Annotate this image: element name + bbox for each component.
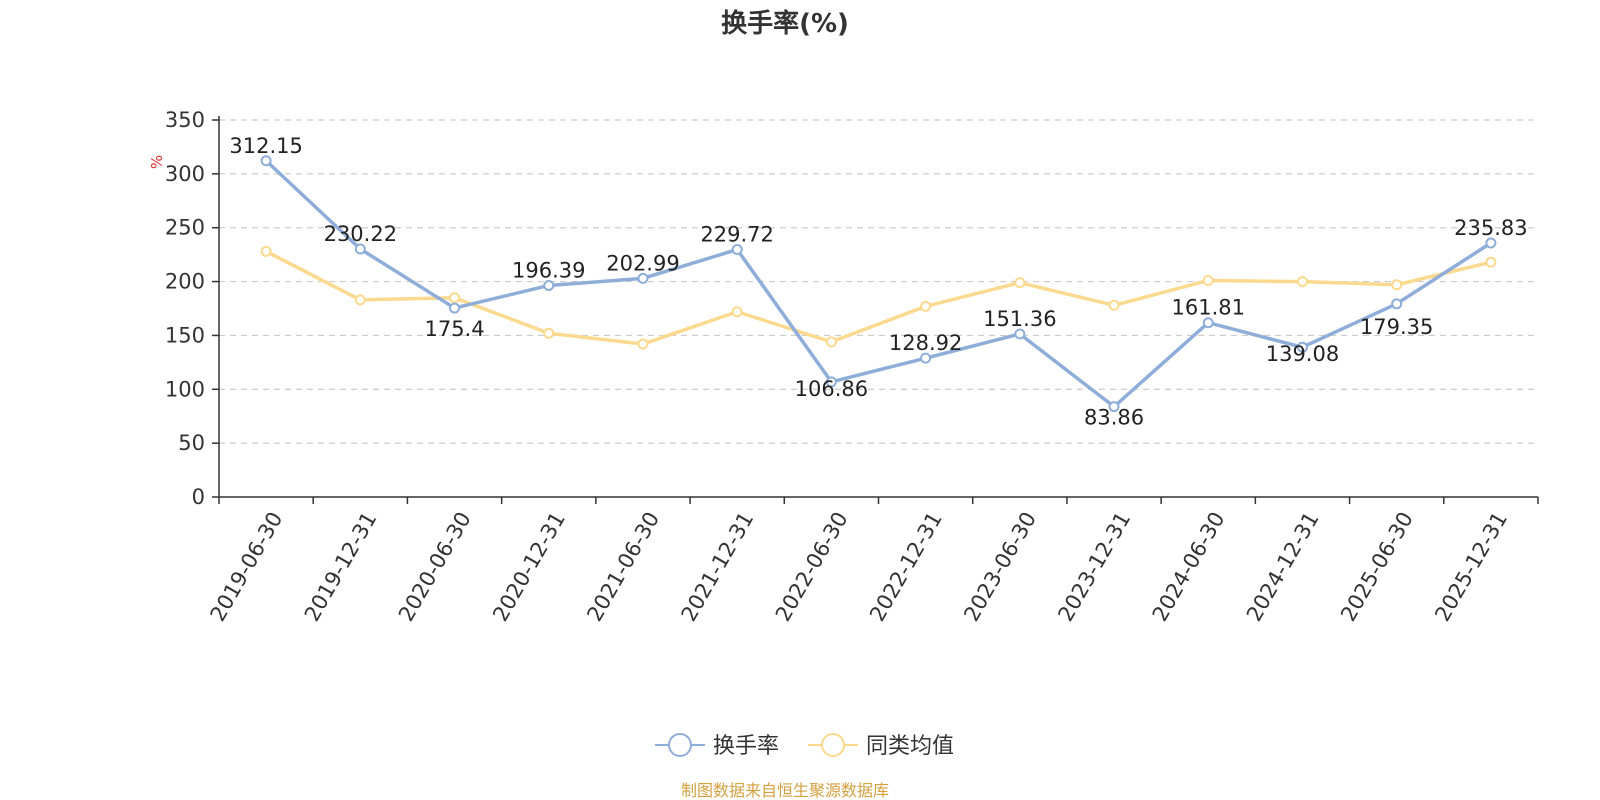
series-0-point[interactable]	[1014, 328, 1026, 340]
series-0-point[interactable]	[449, 302, 461, 314]
data-label: 83.86	[1084, 406, 1144, 430]
series-0-point[interactable]	[260, 155, 272, 167]
legend-label: 换手率	[713, 734, 779, 759]
legend-item-0[interactable]: 换手率	[655, 733, 779, 759]
y-tick-label: 250	[165, 216, 205, 240]
y-tick-label: 0	[192, 485, 205, 509]
x-tick-label: 2022-12-31	[865, 508, 947, 626]
series-0-point[interactable]	[1202, 317, 1214, 329]
x-tick-label: 2024-06-30	[1148, 508, 1230, 626]
data-label: 202.99	[606, 251, 679, 275]
y-tick-label: 350	[165, 108, 205, 132]
legend-item-1[interactable]: 同类均值	[808, 733, 954, 759]
series-0-point[interactable]	[731, 244, 743, 256]
source-note: 制图数据来自恒生聚源数据库	[681, 781, 889, 800]
x-tick-label: 2024-12-31	[1242, 508, 1324, 626]
series-0-point[interactable]	[354, 243, 366, 255]
series-0-point[interactable]	[637, 272, 649, 284]
data-label: 230.22	[324, 222, 397, 246]
y-tick-label: 50	[178, 431, 205, 455]
x-tick-label: 2019-06-30	[206, 508, 288, 626]
data-label: 151.36	[983, 307, 1056, 331]
x-tick-label: 2023-06-30	[959, 508, 1041, 626]
series-line-0	[264, 159, 1492, 409]
y-tick-label: 100	[165, 377, 205, 401]
series-1-point[interactable]	[543, 327, 555, 339]
series-1-point[interactable]	[920, 300, 932, 312]
series-0-point[interactable]	[1108, 401, 1120, 413]
chart-title: 换手率(%)	[721, 8, 849, 39]
axes: 0 50 100 150 200 250 300 350% 2019-06-30 2019-12-…	[148, 108, 1539, 626]
data-label: 179.35	[1360, 315, 1433, 339]
x-tick-label: 2020-12-31	[488, 508, 570, 626]
series-1-point[interactable]	[1485, 256, 1497, 268]
y-tick-label: 200	[165, 270, 205, 294]
data-label: 229.72	[700, 223, 773, 247]
x-tick-label: 2022-06-30	[771, 508, 853, 626]
y-tick-label: 300	[165, 162, 205, 186]
data-label: 106.86	[795, 377, 868, 401]
series-1-point[interactable]	[260, 245, 272, 257]
legend-label: 同类均值	[866, 734, 954, 759]
series-1-point[interactable]	[1014, 277, 1026, 289]
series-1-point[interactable]	[1391, 279, 1403, 291]
data-label: 196.39	[512, 258, 585, 282]
series-0-point[interactable]	[543, 279, 555, 291]
series-1-point[interactable]	[1296, 276, 1308, 288]
data-label: 235.83	[1454, 216, 1527, 240]
series-1-point[interactable]	[449, 292, 461, 304]
series-1-point[interactable]	[731, 306, 743, 318]
series-0-point[interactable]	[1391, 298, 1403, 310]
series-0-point[interactable]	[825, 376, 837, 388]
series-1-point[interactable]	[637, 338, 649, 350]
series-0-point[interactable]	[1296, 341, 1308, 353]
x-tick-label: 2023-12-31	[1053, 508, 1135, 626]
series-0-point[interactable]	[1485, 237, 1497, 249]
x-tick-label: 2020-06-30	[394, 508, 476, 626]
data-label: 175.4	[424, 317, 484, 341]
series-1-point[interactable]	[825, 336, 837, 348]
data-label: 312.15	[229, 134, 302, 158]
x-tick-label: 2021-06-30	[582, 508, 664, 626]
series-lines	[260, 155, 1497, 413]
series-1-point[interactable]	[354, 294, 366, 306]
x-tick-label: 2019-12-31	[300, 508, 382, 626]
y-axis-unit: %	[148, 155, 166, 169]
series-1-point[interactable]	[1202, 274, 1214, 286]
data-label: 139.08	[1266, 342, 1339, 366]
x-tick-label: 2025-06-30	[1336, 508, 1418, 626]
legend-circle-icon	[668, 733, 692, 757]
y-tick-label: 150	[165, 323, 205, 347]
x-tick-label: 2025-12-31	[1430, 508, 1512, 626]
series-1-point[interactable]	[1108, 299, 1120, 311]
legend-circle-icon	[821, 733, 845, 757]
legend[interactable]: 换手率 同类均值	[655, 733, 954, 759]
data-label: 128.92	[889, 331, 962, 355]
series-0-point[interactable]	[920, 352, 932, 364]
data-label: 161.81	[1172, 296, 1245, 320]
data-labels: 312.15 230.22 175.4 196.39 202.99 229.72 106.8…	[229, 134, 1527, 430]
x-tick-label: 2021-12-31	[677, 508, 759, 626]
